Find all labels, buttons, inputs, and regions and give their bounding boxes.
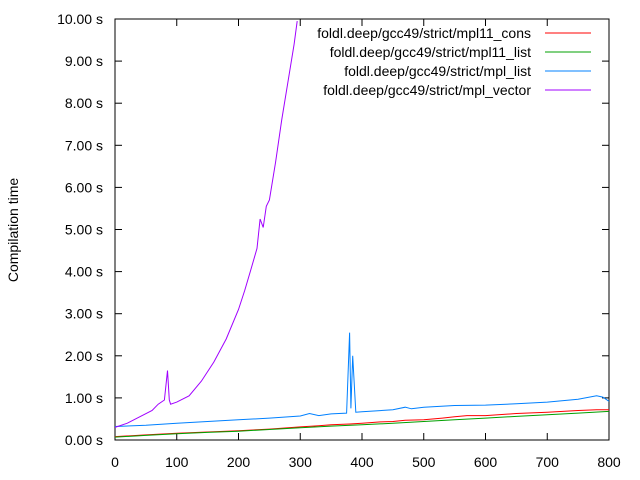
y-tick-label: 0.00 s	[65, 432, 103, 448]
legend-label-2: foldl.deep/gcc49/strict/mpl11_list	[330, 44, 531, 60]
axis-ticks: 0 100 200 300 400 500 600 700 800 0.00 s 1.00 s 2.0…	[57, 11, 621, 470]
legend-label-1: foldl.deep/gcc49/strict/mpl11_cons	[317, 25, 531, 41]
legend-label-4: foldl.deep/gcc49/strict/mpl_vector	[323, 82, 531, 98]
x-tick-label: 700	[536, 454, 560, 470]
y-tick-label: 3.00 s	[65, 306, 103, 322]
x-tick-label: 500	[412, 454, 436, 470]
x-tick-label: 200	[227, 454, 251, 470]
series-line-2	[114, 410, 610, 438]
series-line-1	[114, 409, 609, 438]
y-tick-label: 9.00 s	[65, 53, 103, 69]
x-tick-label: 0	[111, 454, 119, 470]
series-line-4	[114, 21, 298, 428]
y-tick-label: 10.00 s	[57, 11, 103, 27]
y-tick-label: 6.00 s	[65, 179, 103, 195]
y-axis-title: Compilation time	[5, 178, 21, 282]
y-tick-label: 2.00 s	[65, 348, 103, 364]
y-tick-label: 7.00 s	[65, 137, 103, 153]
y-tick-label: 5.00 s	[65, 222, 103, 238]
x-tick-label: 400	[350, 454, 374, 470]
x-tick-label: 800	[597, 454, 621, 470]
series-layer	[114, 21, 610, 438]
y-tick-label: 8.00 s	[65, 95, 103, 111]
legend-label-3: foldl.deep/gcc49/strict/mpl_list	[344, 63, 531, 79]
y-tick-label: 4.00 s	[65, 264, 103, 280]
x-tick-label: 100	[165, 454, 189, 470]
x-tick-label: 300	[289, 454, 313, 470]
y-tick-label: 1.00 s	[65, 390, 103, 406]
legend: foldl.deep/gcc49/strict/mpl11_cons foldl.…	[317, 25, 591, 98]
x-tick-label: 600	[474, 454, 498, 470]
series-line-3	[114, 332, 610, 427]
